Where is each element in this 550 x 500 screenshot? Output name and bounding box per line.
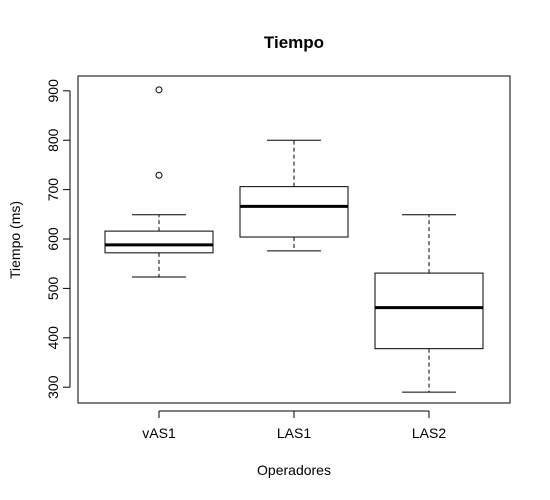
plot-frame — [77, 75, 511, 404]
x-tick-label: LAS1 — [277, 425, 311, 441]
outlier-point — [155, 171, 163, 179]
box-las2 — [374, 214, 484, 393]
iqr-box — [104, 230, 214, 254]
y-tick-label: 900 — [45, 79, 61, 103]
iqr-box — [374, 272, 484, 350]
box-las1 — [239, 139, 349, 252]
x-axis-label: Operadores — [257, 462, 331, 478]
chart-title: Tiempo — [264, 33, 324, 52]
y-tick-label: 400 — [45, 326, 61, 350]
y-axis: 300 400 500 600 700 800 900 — [45, 79, 71, 399]
y-tick-label: 700 — [45, 178, 61, 202]
outlier-point — [155, 86, 163, 94]
y-tick-label: 300 — [45, 375, 61, 399]
iqr-box — [239, 186, 349, 238]
y-axis-label: Tiempo (ms) — [7, 201, 23, 279]
x-tick-label: LAS2 — [412, 425, 446, 441]
y-tick-label: 600 — [45, 227, 61, 251]
y-tick-label: 800 — [45, 128, 61, 152]
y-tick-label: 500 — [45, 277, 61, 301]
box-vas1 — [104, 86, 214, 278]
x-tick-label: vAS1 — [142, 425, 176, 441]
boxes-layer — [104, 86, 484, 393]
x-axis: vAS1 LAS1 LAS2 — [142, 410, 446, 441]
